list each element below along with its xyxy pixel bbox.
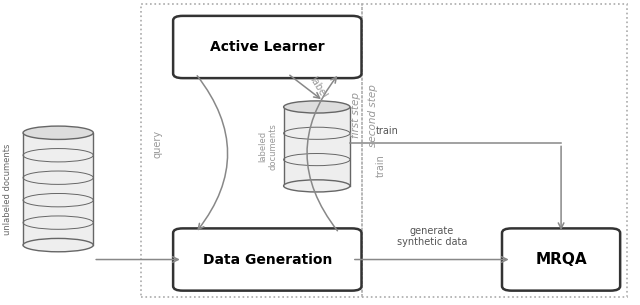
Ellipse shape <box>23 126 93 139</box>
Polygon shape <box>284 107 350 186</box>
Text: generate
synthetic data: generate synthetic data <box>397 226 467 247</box>
FancyBboxPatch shape <box>173 228 362 291</box>
Text: train: train <box>376 154 386 177</box>
Text: Data Generation: Data Generation <box>203 253 332 267</box>
FancyBboxPatch shape <box>173 16 362 78</box>
Text: labeled
documents: labeled documents <box>258 123 277 170</box>
Text: second step: second step <box>368 84 378 146</box>
Ellipse shape <box>23 239 93 252</box>
Text: unlabeled documents: unlabeled documents <box>3 143 12 235</box>
Ellipse shape <box>284 101 350 113</box>
Polygon shape <box>23 133 93 245</box>
Text: first step: first step <box>351 92 362 138</box>
Ellipse shape <box>284 180 350 192</box>
Text: label: label <box>308 74 329 100</box>
Text: Active Learner: Active Learner <box>210 40 324 54</box>
Text: train: train <box>376 126 399 136</box>
Text: MRQA: MRQA <box>535 252 587 267</box>
Text: query: query <box>152 130 162 158</box>
FancyBboxPatch shape <box>502 228 620 291</box>
